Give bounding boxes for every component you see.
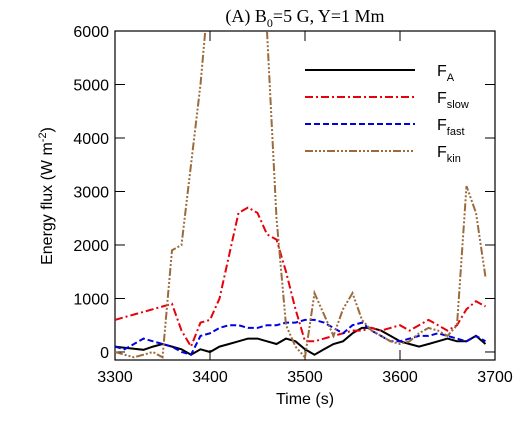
legend-sub: fast: [447, 126, 465, 138]
title-sub: 0: [267, 16, 273, 30]
y-tick-label: 6000: [73, 24, 109, 41]
chart-title: (A) B0=5 G, Y=1 Mm: [225, 6, 384, 30]
plot-frame: [114, 30, 496, 361]
legend-label: Ffast: [437, 117, 465, 138]
title-part: (A) B: [225, 6, 267, 27]
y-label-part: ): [39, 127, 56, 132]
legend-sub: slow: [447, 99, 469, 111]
y-tick-label: 2000: [73, 238, 109, 255]
series-line: [115, 318, 486, 356]
y-tick-label: 5000: [73, 77, 109, 94]
title-part: =5 G, Y=1 Mm: [273, 6, 385, 26]
x-axis-label: Time (s): [276, 391, 334, 408]
legend-name: F: [437, 90, 447, 107]
plot-lines: [115, 31, 487, 360]
x-tick-label: 3300: [97, 369, 133, 386]
legend-label: Fslow: [437, 90, 469, 111]
y-tick-label: 1000: [73, 291, 109, 308]
legend-sub: A: [447, 72, 455, 84]
legend-name: F: [437, 63, 447, 80]
x-tick-label: 3500: [287, 369, 323, 386]
legend-sub: kin: [447, 153, 461, 165]
series-line: [115, 31, 487, 360]
legend-label: Fkin: [437, 144, 461, 165]
legend-name: F: [437, 144, 447, 161]
y-tick-label: 0: [100, 345, 109, 362]
y-tick-label: 3000: [73, 184, 109, 201]
series-line: [115, 206, 486, 349]
legend-label: FA: [437, 63, 455, 84]
x-tick-label: 3700: [477, 369, 513, 386]
y-axis-label: Energy flux (W m-2): [37, 127, 56, 265]
y-tick-label: 4000: [73, 131, 109, 148]
x-tick-label: 3600: [382, 369, 418, 386]
y-label-part: Energy flux (W m: [39, 142, 56, 265]
y-label-sup: -2: [37, 132, 49, 142]
series-line: [115, 326, 487, 356]
x-tick-label: 3400: [192, 369, 228, 386]
legend-name: F: [437, 117, 447, 134]
